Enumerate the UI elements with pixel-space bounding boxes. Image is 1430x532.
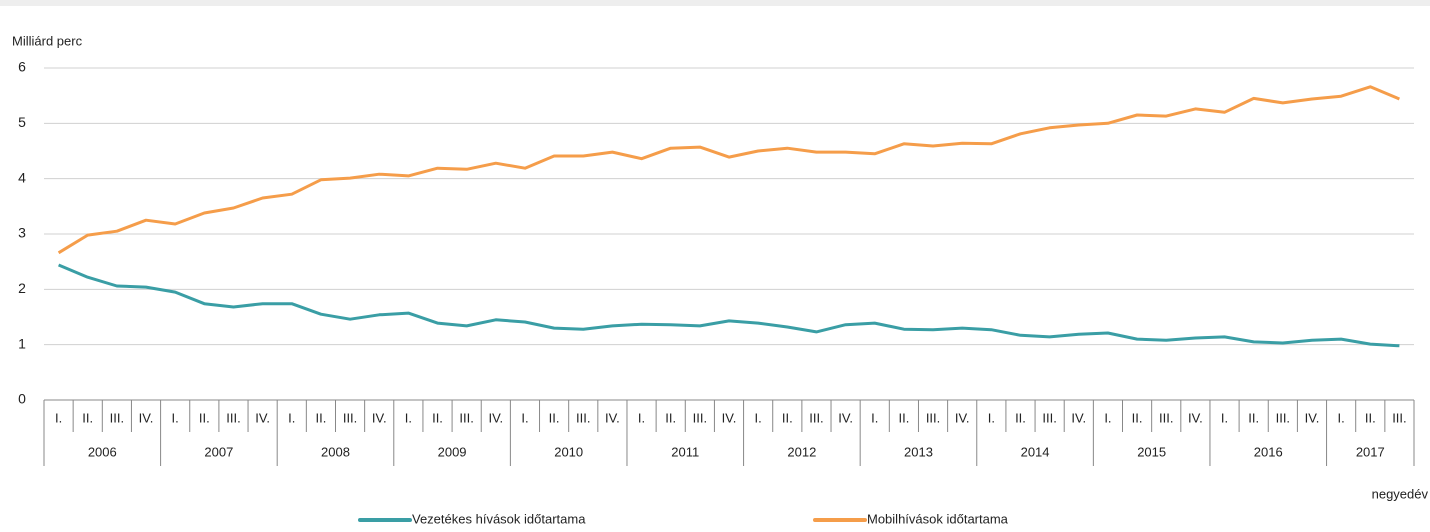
x-tick-label: III.	[459, 410, 473, 425]
x-tick-label: I.	[55, 410, 62, 425]
x-tick-label: I.	[288, 410, 295, 425]
x-tick-label: IV.	[139, 410, 154, 425]
x-tick-label: I.	[871, 410, 878, 425]
x-tick-label: II.	[82, 410, 93, 425]
x-tick-label: III.	[926, 410, 940, 425]
x-tick-label: III.	[693, 410, 707, 425]
x-tick-label: IV.	[722, 410, 737, 425]
x-tick-label: III.	[1392, 410, 1406, 425]
year-label: 2006	[88, 444, 117, 459]
x-tick-label: II.	[549, 410, 560, 425]
x-axis-label: negyedév	[1372, 486, 1429, 501]
year-label: 2011	[671, 444, 699, 459]
x-tick-label: II.	[1015, 410, 1026, 425]
x-tick-label: III.	[1042, 410, 1056, 425]
x-tick-label: I.	[405, 410, 412, 425]
x-tick-label: IV.	[372, 410, 387, 425]
series-line	[58, 263, 1400, 348]
x-tick-label: I.	[172, 410, 179, 425]
x-tick-label: II.	[1248, 410, 1259, 425]
y-tick-label: 4	[18, 169, 26, 185]
year-label: 2007	[204, 444, 233, 459]
x-tick-label: III.	[1159, 410, 1173, 425]
x-tick-label: III.	[1276, 410, 1290, 425]
x-tick-label: IV.	[605, 410, 620, 425]
x-tick-label: II.	[1132, 410, 1143, 425]
x-tick-label: I.	[988, 410, 995, 425]
x-tick-label: II.	[665, 410, 676, 425]
x-tick-label: I.	[1104, 410, 1111, 425]
year-label: 2008	[321, 444, 350, 459]
series-line	[57, 85, 1400, 255]
x-tick-label: I.	[638, 410, 645, 425]
x-tick-label: II.	[782, 410, 793, 425]
year-label: 2017	[1356, 444, 1385, 459]
year-label: 2015	[1137, 444, 1166, 459]
x-tick-label: IV.	[255, 410, 270, 425]
x-tick-label: IV.	[955, 410, 970, 425]
y-tick-label: 6	[18, 59, 26, 75]
x-tick-label: III.	[343, 410, 357, 425]
y-tick-label: 3	[18, 225, 26, 241]
x-tick-label: II.	[199, 410, 210, 425]
x-tick-label: IV.	[1188, 410, 1203, 425]
y-tick-label: 2	[18, 280, 26, 296]
x-tick-label: I.	[755, 410, 762, 425]
x-tick-label: I.	[521, 410, 528, 425]
year-label: 2012	[787, 444, 816, 459]
x-tick-label: III.	[809, 410, 823, 425]
x-tick-label: II.	[898, 410, 909, 425]
year-label: 2009	[438, 444, 467, 459]
x-tick-label: II.	[432, 410, 443, 425]
top-strip	[0, 0, 1430, 6]
year-label: 2013	[904, 444, 933, 459]
x-tick-label: I.	[1338, 410, 1345, 425]
x-tick-label: II.	[1365, 410, 1376, 425]
x-tick-label: II.	[315, 410, 326, 425]
year-label: 2010	[554, 444, 583, 459]
x-tick-label: IV.	[838, 410, 853, 425]
x-tick-label: IV.	[488, 410, 503, 425]
y-axis-label: Milliárd perc	[12, 33, 83, 48]
y-tick-label: 1	[18, 335, 26, 351]
x-tick-label: III.	[576, 410, 590, 425]
legend-label: Mobilhívások időtartama	[867, 511, 1009, 526]
legend-label: Vezetékes hívások időtartama	[412, 511, 586, 526]
y-tick-label: 5	[18, 114, 26, 130]
x-tick-label: III.	[226, 410, 240, 425]
x-tick-label: IV.	[1071, 410, 1086, 425]
x-tick-label: IV.	[1305, 410, 1320, 425]
year-label: 2016	[1254, 444, 1283, 459]
year-label: 2014	[1021, 444, 1050, 459]
y-tick-label: 0	[18, 391, 26, 407]
x-tick-label: III.	[110, 410, 124, 425]
x-tick-label: I.	[1221, 410, 1228, 425]
